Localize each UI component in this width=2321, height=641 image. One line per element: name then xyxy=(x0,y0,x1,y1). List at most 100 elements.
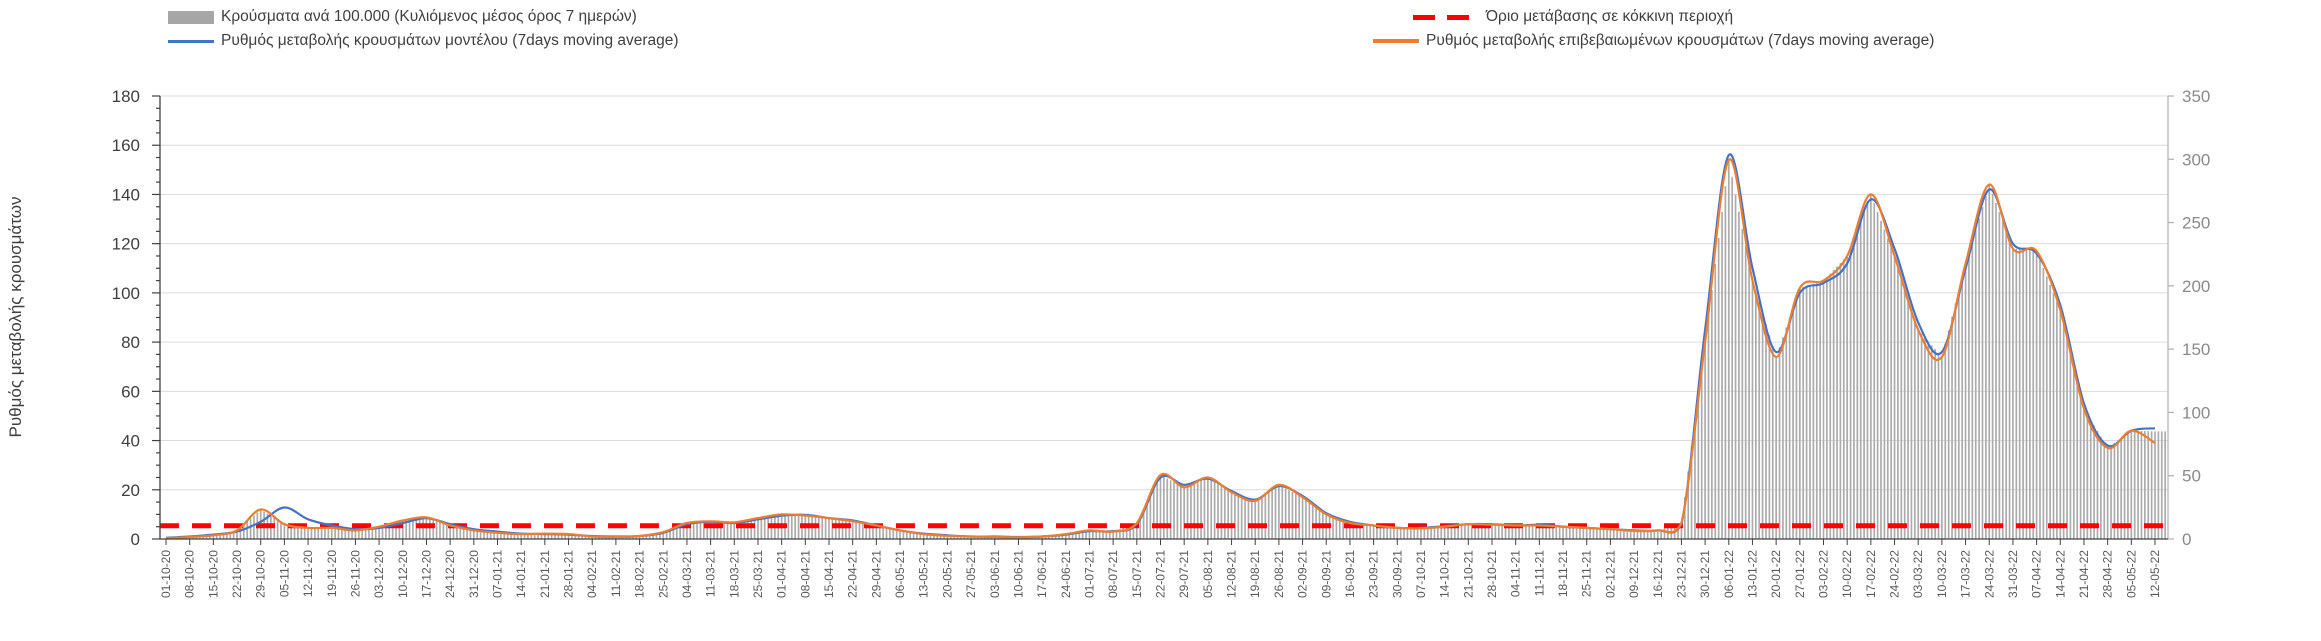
svg-text:08-10-20: 08-10-20 xyxy=(183,550,197,598)
bar-series xyxy=(165,160,2166,540)
svg-text:26-11-20: 26-11-20 xyxy=(348,550,362,597)
svg-text:180: 180 xyxy=(112,87,140,106)
svg-text:07-01-21: 07-01-21 xyxy=(491,550,505,598)
svg-text:28-04-22: 28-04-22 xyxy=(2101,550,2115,598)
svg-text:03-03-22: 03-03-22 xyxy=(1911,550,1925,598)
svg-text:03-02-22: 03-02-22 xyxy=(1817,550,1831,598)
svg-text:26-08-21: 26-08-21 xyxy=(1272,550,1286,598)
svg-text:30-09-21: 30-09-21 xyxy=(1390,550,1404,598)
svg-text:50: 50 xyxy=(2182,467,2201,486)
svg-text:100: 100 xyxy=(112,284,140,303)
svg-text:21-10-21: 21-10-21 xyxy=(1461,550,1475,598)
svg-text:09-12-21: 09-12-21 xyxy=(1627,550,1641,598)
svg-text:19-08-21: 19-08-21 xyxy=(1248,550,1262,598)
svg-text:200: 200 xyxy=(2182,277,2210,296)
svg-text:16-12-21: 16-12-21 xyxy=(1651,550,1665,598)
svg-text:31-03-22: 31-03-22 xyxy=(2006,550,2020,598)
svg-text:25-11-21: 25-11-21 xyxy=(1580,550,1594,597)
svg-text:28-10-21: 28-10-21 xyxy=(1485,550,1499,598)
svg-text:250: 250 xyxy=(2182,214,2210,233)
svg-text:29-07-21: 29-07-21 xyxy=(1177,550,1191,598)
svg-text:22-10-20: 22-10-20 xyxy=(230,550,244,598)
x-axis: 01-10-20 08-10-20 15-10-20 22-10-20 29-10-20… xyxy=(159,538,2168,598)
svg-text:11-11-21: 11-11-21 xyxy=(1532,550,1546,597)
svg-text:02-09-21: 02-09-21 xyxy=(1296,550,1310,598)
svg-text:18-03-21: 18-03-21 xyxy=(727,550,741,598)
svg-text:15-10-20: 15-10-20 xyxy=(206,550,220,598)
svg-text:17-06-21: 17-06-21 xyxy=(1035,550,1049,598)
svg-text:24-03-22: 24-03-22 xyxy=(1982,550,1996,598)
svg-text:17-03-22: 17-03-22 xyxy=(1959,550,1973,598)
confirmed-line xyxy=(165,158,2156,540)
svg-text:14-10-21: 14-10-21 xyxy=(1438,550,1452,598)
svg-text:11-03-21: 11-03-21 xyxy=(704,550,718,597)
svg-text:23-09-21: 23-09-21 xyxy=(1367,550,1381,598)
svg-text:31-12-20: 31-12-20 xyxy=(467,550,481,598)
svg-text:13-01-22: 13-01-22 xyxy=(1745,550,1759,598)
svg-text:10-06-21: 10-06-21 xyxy=(1011,550,1025,598)
svg-text:01-07-21: 01-07-21 xyxy=(1082,550,1096,598)
left-axis: 0 20 40 60 80 100 120 140 160 180 xyxy=(112,87,161,549)
legend-label-model: Ρυθμός μεταβολής κρουσμάτων μοντέλου (7d… xyxy=(221,32,679,49)
svg-text:12-08-21: 12-08-21 xyxy=(1225,550,1239,598)
svg-text:18-11-21: 18-11-21 xyxy=(1556,550,1570,597)
svg-text:14-04-22: 14-04-22 xyxy=(2053,550,2067,598)
svg-text:21-01-21: 21-01-21 xyxy=(538,550,552,598)
svg-text:20: 20 xyxy=(121,481,140,500)
svg-text:27-05-21: 27-05-21 xyxy=(964,550,978,598)
svg-text:15-04-21: 15-04-21 xyxy=(822,550,836,598)
svg-text:24-02-22: 24-02-22 xyxy=(1888,550,1902,598)
svg-text:08-04-21: 08-04-21 xyxy=(798,550,812,598)
svg-text:02-12-21: 02-12-21 xyxy=(1603,550,1617,598)
svg-text:30-12-21: 30-12-21 xyxy=(1698,550,1712,598)
svg-text:300: 300 xyxy=(2182,150,2210,169)
svg-text:140: 140 xyxy=(112,185,140,204)
svg-text:24-06-21: 24-06-21 xyxy=(1059,550,1073,598)
svg-text:12-05-22: 12-05-22 xyxy=(2148,550,2162,598)
svg-text:11-02-21: 11-02-21 xyxy=(609,550,623,597)
svg-text:20-05-21: 20-05-21 xyxy=(940,550,954,598)
svg-text:05-05-22: 05-05-22 xyxy=(2124,550,2138,598)
legend-label-cases: Κρούσματα ανά 100.000 (Κυλιόμενος μέσος … xyxy=(221,8,637,25)
svg-text:07-04-22: 07-04-22 xyxy=(2030,550,2044,598)
svg-text:06-05-21: 06-05-21 xyxy=(893,550,907,598)
svg-text:10-12-20: 10-12-20 xyxy=(396,550,410,598)
svg-text:04-02-21: 04-02-21 xyxy=(585,550,599,598)
svg-text:20-01-22: 20-01-22 xyxy=(1769,550,1783,598)
svg-text:08-07-21: 08-07-21 xyxy=(1106,550,1120,598)
svg-text:150: 150 xyxy=(2182,340,2210,359)
svg-text:04-03-21: 04-03-21 xyxy=(680,550,694,598)
right-axis: 0 50 100 150 200 250 300 350 xyxy=(2167,87,2210,549)
svg-text:25-03-21: 25-03-21 xyxy=(751,550,765,598)
svg-text:17-02-22: 17-02-22 xyxy=(1864,550,1878,598)
svg-text:28-01-21: 28-01-21 xyxy=(562,550,576,598)
svg-text:29-10-20: 29-10-20 xyxy=(254,550,268,598)
svg-text:10-03-22: 10-03-22 xyxy=(1935,550,1949,598)
dashed-line-swatch-icon xyxy=(1413,14,1479,20)
svg-text:01-10-20: 01-10-20 xyxy=(159,550,173,598)
svg-text:120: 120 xyxy=(112,235,140,254)
svg-text:80: 80 xyxy=(121,333,140,352)
svg-text:22-04-21: 22-04-21 xyxy=(846,550,860,598)
svg-text:21-04-22: 21-04-22 xyxy=(2077,550,2091,598)
svg-text:24-12-20: 24-12-20 xyxy=(443,550,457,598)
legend-item-model: Ρυθμός μεταβολής κρουσμάτων μοντέλου (7d… xyxy=(168,31,679,51)
bar-swatch-icon xyxy=(168,10,214,24)
svg-text:60: 60 xyxy=(121,382,140,401)
svg-text:03-06-21: 03-06-21 xyxy=(988,550,1002,598)
svg-text:04-11-21: 04-11-21 xyxy=(1509,550,1523,597)
svg-text:15-07-21: 15-07-21 xyxy=(1130,550,1144,598)
svg-text:25-02-21: 25-02-21 xyxy=(656,550,670,598)
svg-text:23-12-21: 23-12-21 xyxy=(1674,550,1688,598)
svg-text:01-04-21: 01-04-21 xyxy=(775,550,789,598)
svg-text:40: 40 xyxy=(121,432,140,451)
svg-text:13-05-21: 13-05-21 xyxy=(917,550,931,598)
orange-line-swatch-icon xyxy=(1373,39,1419,43)
svg-text:0: 0 xyxy=(131,530,140,549)
svg-text:12-11-20: 12-11-20 xyxy=(301,550,315,597)
legend-item-cases: Κρούσματα ανά 100.000 (Κυλιόμενος μέσος … xyxy=(168,7,637,27)
blue-line-swatch-icon xyxy=(168,39,214,43)
svg-text:05-11-20: 05-11-20 xyxy=(277,550,291,597)
